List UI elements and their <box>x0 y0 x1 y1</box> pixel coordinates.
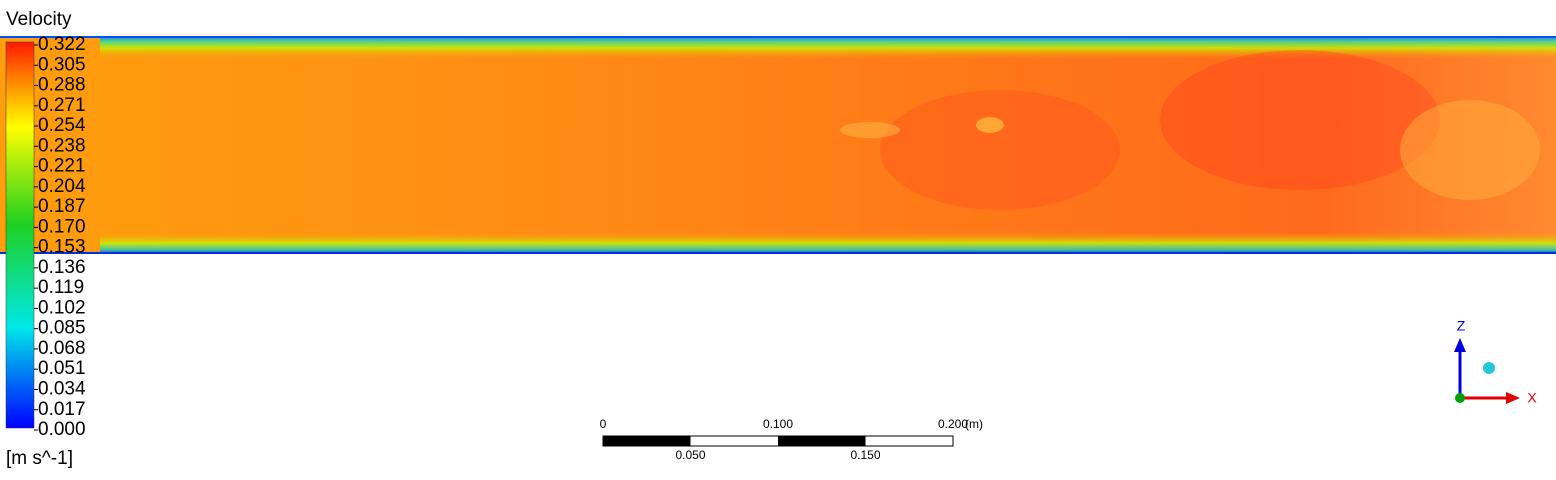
scale-label: 0.100 <box>763 417 793 431</box>
color-bar <box>5 41 35 429</box>
legend-title: Velocity <box>6 9 72 30</box>
legend-label: 0.017 <box>38 399 86 420</box>
legend-labels: 0.3220.3050.2880.2710.2540.2380.2210.204… <box>34 34 86 440</box>
legend-label: 0.271 <box>38 95 86 116</box>
scale-label: 0.200 <box>938 417 968 431</box>
scale-unit: (m) <box>965 417 983 431</box>
legend-label: 0.153 <box>38 237 86 258</box>
legend-label: 0.187 <box>38 196 86 217</box>
scale-label: 0.050 <box>675 448 705 462</box>
flow-field <box>0 36 1556 254</box>
legend-label: 0.288 <box>38 75 86 96</box>
legend-label: 0.068 <box>38 338 86 359</box>
legend-label: 0.085 <box>38 318 86 339</box>
legend-label: 0.136 <box>38 257 86 278</box>
scale-bar <box>602 435 954 447</box>
legend-label: 0.034 <box>38 378 86 399</box>
x-axis-label: X <box>1527 390 1537 406</box>
legend-label: 0.000 <box>38 419 86 440</box>
scale-label: 0.150 <box>850 448 880 462</box>
legend-label: 0.221 <box>38 156 86 177</box>
legend-label: 0.051 <box>38 358 86 379</box>
axis-triad: Z X <box>1454 318 1537 406</box>
legend-label: 0.170 <box>38 216 86 237</box>
z-axis-label: Z <box>1457 318 1466 334</box>
scale-labels: 0 0.100 0.200 0.050 0.150 <box>600 417 969 462</box>
scale-label: 0 <box>600 417 607 431</box>
legend-label: 0.305 <box>38 54 86 75</box>
legend-label: 0.254 <box>38 115 86 136</box>
legend-label: 0.204 <box>38 176 86 197</box>
legend-label: 0.322 <box>38 34 86 55</box>
legend-label: 0.238 <box>38 135 86 156</box>
legend-label: 0.102 <box>38 297 86 318</box>
legend-label: 0.119 <box>38 277 84 298</box>
legend-unit: [m s^-1] <box>6 448 73 469</box>
